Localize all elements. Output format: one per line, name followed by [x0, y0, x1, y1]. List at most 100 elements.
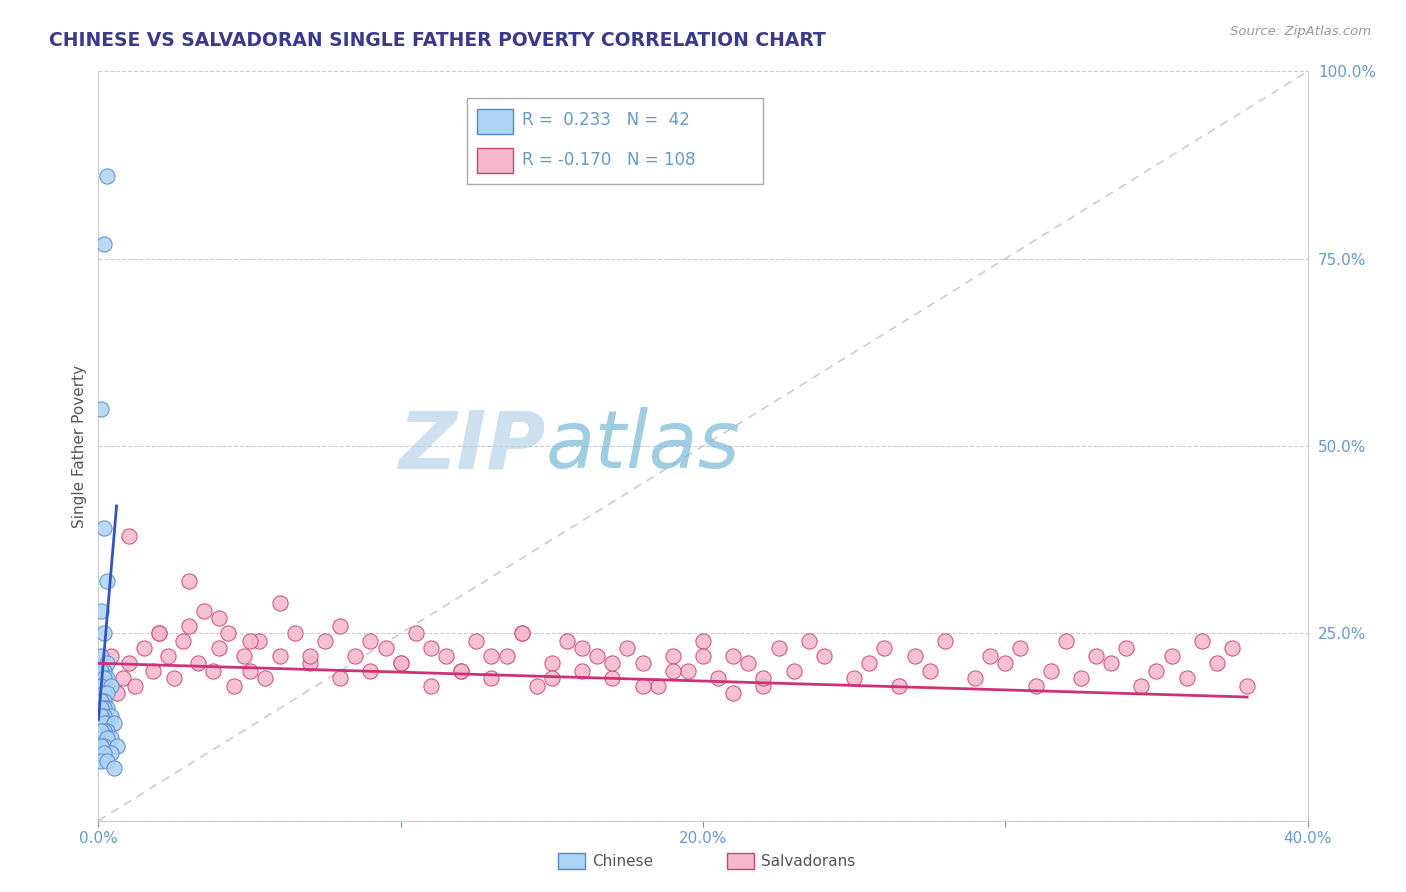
Point — [105, 739, 128, 753]
Text: Source: ZipAtlas.com: Source: ZipAtlas.com — [1230, 25, 1371, 38]
Point — [555, 633, 578, 648]
Point — [420, 679, 443, 693]
Point — [100, 731, 122, 746]
Point — [93, 626, 115, 640]
Point — [692, 648, 714, 663]
Point — [100, 708, 122, 723]
FancyBboxPatch shape — [558, 853, 585, 870]
Point — [93, 236, 115, 251]
Point — [93, 739, 115, 753]
Text: ZIP: ZIP — [398, 407, 546, 485]
Point — [93, 664, 115, 678]
Point — [571, 641, 593, 656]
Point — [737, 657, 759, 671]
Point — [96, 686, 118, 700]
Point — [299, 657, 322, 671]
Point — [481, 648, 503, 663]
Point — [434, 648, 457, 663]
Point — [405, 626, 427, 640]
Point — [904, 648, 927, 663]
Point — [132, 641, 155, 656]
Point — [93, 716, 115, 731]
Point — [616, 641, 638, 656]
Text: R =  0.233   N =  42: R = 0.233 N = 42 — [522, 112, 689, 129]
Point — [1054, 633, 1077, 648]
Point — [965, 671, 987, 685]
Point — [118, 529, 141, 543]
Point — [692, 633, 714, 648]
Point — [329, 619, 352, 633]
Point — [100, 648, 122, 663]
Point — [247, 633, 270, 648]
Point — [934, 633, 956, 648]
Point — [93, 701, 115, 715]
Point — [103, 761, 125, 775]
Point — [752, 679, 775, 693]
Point — [269, 596, 291, 610]
Point — [148, 626, 170, 640]
Point — [1039, 664, 1062, 678]
Text: R = -0.170   N = 108: R = -0.170 N = 108 — [522, 151, 695, 169]
Point — [723, 648, 745, 663]
Point — [661, 648, 683, 663]
Point — [389, 657, 412, 671]
Point — [602, 657, 624, 671]
Text: atlas: atlas — [546, 407, 741, 485]
Point — [1130, 679, 1153, 693]
Point — [90, 694, 112, 708]
Point — [344, 648, 367, 663]
Point — [90, 694, 112, 708]
Point — [1144, 664, 1167, 678]
Point — [156, 648, 179, 663]
Point — [96, 657, 118, 671]
Point — [918, 664, 941, 678]
Point — [360, 664, 382, 678]
Point — [111, 671, 134, 685]
Point — [239, 633, 262, 648]
Point — [661, 664, 683, 678]
Point — [232, 648, 254, 663]
Point — [979, 648, 1001, 663]
Point — [813, 648, 835, 663]
Point — [217, 626, 239, 640]
Point — [299, 648, 322, 663]
Point — [571, 664, 593, 678]
Point — [994, 657, 1017, 671]
Point — [253, 671, 276, 685]
Point — [844, 671, 866, 685]
Point — [1220, 641, 1243, 656]
Point — [360, 633, 382, 648]
Point — [96, 731, 118, 746]
Point — [540, 657, 562, 671]
FancyBboxPatch shape — [727, 853, 754, 870]
Point — [707, 671, 730, 685]
Point — [96, 671, 118, 685]
Point — [889, 679, 911, 693]
Point — [172, 633, 194, 648]
Point — [420, 641, 443, 656]
Text: Chinese: Chinese — [592, 854, 652, 869]
Point — [768, 641, 790, 656]
Point — [179, 574, 201, 588]
Point — [1115, 641, 1137, 656]
Point — [96, 701, 118, 715]
Point — [90, 664, 112, 678]
Point — [1175, 671, 1198, 685]
Point — [647, 679, 669, 693]
FancyBboxPatch shape — [477, 109, 513, 134]
Point — [163, 671, 186, 685]
Point — [208, 641, 231, 656]
Point — [797, 633, 820, 648]
Point — [752, 671, 775, 685]
Point — [100, 679, 122, 693]
Point — [374, 641, 396, 656]
Point — [202, 664, 225, 678]
Point — [389, 657, 412, 671]
Point — [179, 619, 201, 633]
Point — [90, 754, 112, 768]
FancyBboxPatch shape — [467, 97, 763, 184]
Point — [93, 708, 115, 723]
Point — [481, 671, 503, 685]
Point — [90, 723, 112, 738]
Point — [118, 657, 141, 671]
